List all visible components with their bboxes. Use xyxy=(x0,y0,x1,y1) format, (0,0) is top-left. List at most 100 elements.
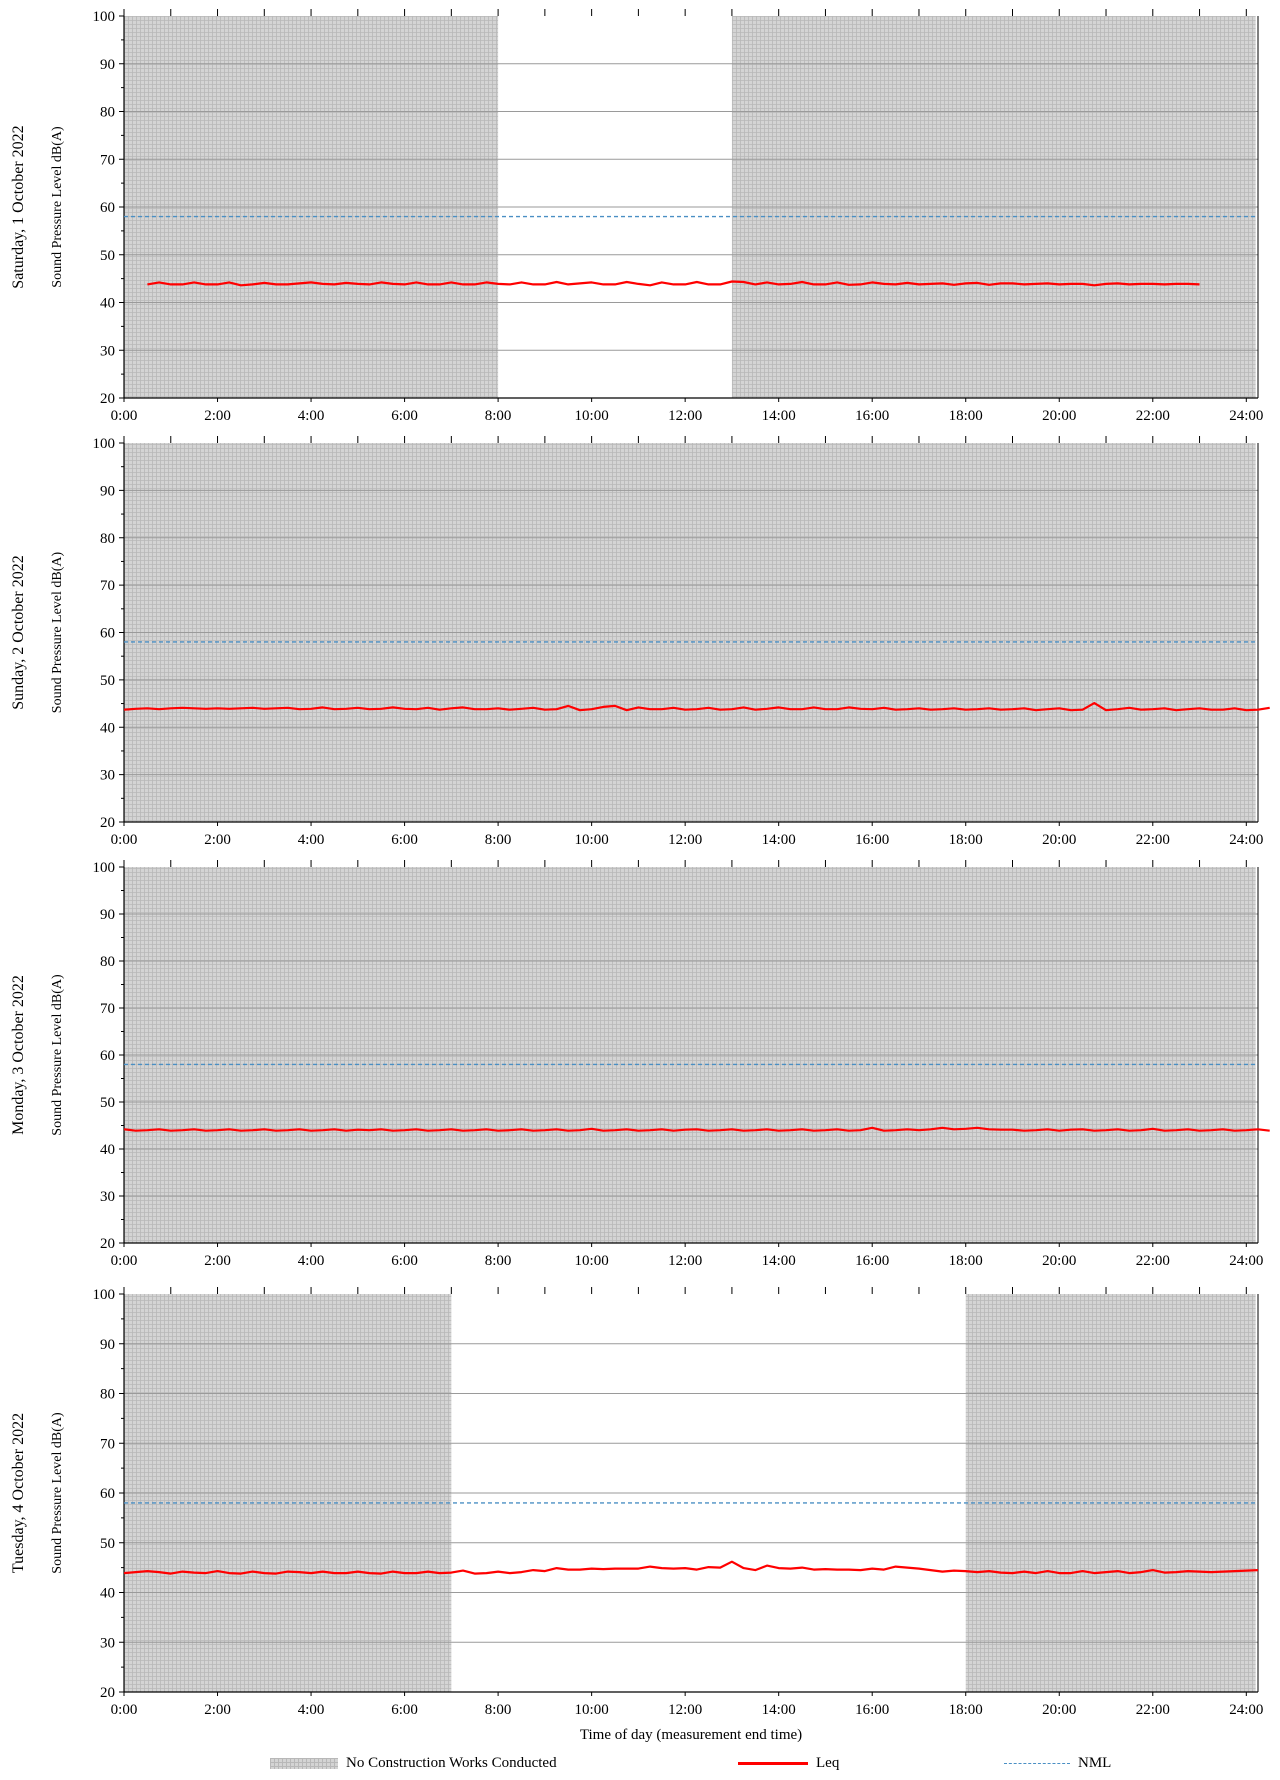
y-tick-label: 90 xyxy=(100,907,115,923)
red-line-swatch-icon xyxy=(738,1762,808,1765)
x-tick-label: 6:00 xyxy=(391,1253,418,1269)
x-tick-label: 8:00 xyxy=(485,408,512,424)
x-tick-label: 24:00 xyxy=(1229,832,1263,848)
x-tick-label: 0:00 xyxy=(111,832,138,848)
y-tick-label: 80 xyxy=(100,105,115,121)
x-tick-label: 18:00 xyxy=(949,1253,983,1269)
y-axis-title: Sound Pressure Level dB(A) xyxy=(50,126,65,288)
legend: No Construction Works Conducted Leq NML xyxy=(0,1755,1280,1779)
y-tick-label: 50 xyxy=(100,673,115,689)
y-tick-label: 30 xyxy=(100,768,115,784)
x-tick-label: 16:00 xyxy=(855,1702,889,1718)
y-tick-label: 20 xyxy=(100,391,115,407)
y-tick-label: 40 xyxy=(100,296,115,312)
y-tick-label: 20 xyxy=(100,1236,115,1252)
chart-panel-2: 20 30 40 50 60 70 80 90 100 0:00 2:00 4:00 6:00 8:00 1… xyxy=(10,436,1270,848)
x-tick-label: 14:00 xyxy=(762,1253,796,1269)
y-tick-label: 100 xyxy=(93,436,116,452)
leq-series-line xyxy=(123,1560,1259,1575)
y-tick-label: 60 xyxy=(100,1048,115,1064)
x-tick-label: 18:00 xyxy=(949,408,983,424)
legend-item-no-works: No Construction Works Conducted xyxy=(270,1755,557,1772)
y-tick-label: 70 xyxy=(100,152,115,168)
x-tick-label: 12:00 xyxy=(668,1253,702,1269)
x-tick-label: 10:00 xyxy=(575,1253,609,1269)
y-tick-label: 60 xyxy=(100,200,115,216)
x-tick-label: 20:00 xyxy=(1042,832,1076,848)
x-tick-label: 0:00 xyxy=(111,408,138,424)
x-tick-label: 24:00 xyxy=(1229,408,1263,424)
x-tick-label: 4:00 xyxy=(298,1253,325,1269)
x-tick-label: 12:00 xyxy=(668,408,702,424)
legend-item-nml: NML xyxy=(1004,1755,1111,1772)
panel-day-label: Monday, 3 October 2022 xyxy=(10,975,27,1135)
leq-series-line xyxy=(123,1126,1270,1132)
y-tick-label: 30 xyxy=(100,1635,115,1651)
panel-day-label: Tuesday, 4 October 2022 xyxy=(10,1413,27,1573)
y-axis-title: Sound Pressure Level dB(A) xyxy=(50,1412,65,1574)
x-tick-label: 12:00 xyxy=(668,1702,702,1718)
chart-panel-3: 20 30 40 50 60 70 80 90 100 0:00 2:00 4:00 6:00 8:00 1… xyxy=(10,860,1270,1269)
x-tick-label: 20:00 xyxy=(1042,1253,1076,1269)
x-tick-label: 2:00 xyxy=(204,1702,231,1718)
x-tick-label: 12:00 xyxy=(668,832,702,848)
legend-label-no-works: No Construction Works Conducted xyxy=(346,1755,557,1771)
y-tick-label: 90 xyxy=(100,483,115,499)
x-tick-label: 2:00 xyxy=(204,408,231,424)
y-tick-label: 40 xyxy=(100,1586,115,1602)
x-tick-label: 14:00 xyxy=(762,408,796,424)
x-tick-label: 6:00 xyxy=(391,408,418,424)
leq-series-line xyxy=(147,280,1200,287)
y-axis-title: Sound Pressure Level dB(A) xyxy=(50,974,65,1136)
y-tick-label: 90 xyxy=(100,1337,115,1353)
x-axis-title: Time of day (measurement end time) xyxy=(580,1727,802,1743)
x-tick-label: 18:00 xyxy=(949,832,983,848)
y-tick-label: 100 xyxy=(93,9,116,25)
x-tick-label: 10:00 xyxy=(575,832,609,848)
y-tick-label: 90 xyxy=(100,57,115,73)
x-tick-label: 20:00 xyxy=(1042,1702,1076,1718)
legend-item-leq: Leq xyxy=(738,1755,839,1772)
x-tick-label: 20:00 xyxy=(1042,408,1076,424)
x-tick-label: 22:00 xyxy=(1136,1253,1170,1269)
x-tick-label: 14:00 xyxy=(762,832,796,848)
x-tick-label: 14:00 xyxy=(762,1702,796,1718)
x-tick-label: 0:00 xyxy=(111,1253,138,1269)
x-tick-label: 6:00 xyxy=(391,1702,418,1718)
legend-label-leq: Leq xyxy=(816,1755,840,1771)
x-tick-label: 10:00 xyxy=(575,408,609,424)
y-tick-label: 100 xyxy=(93,1287,116,1303)
y-tick-label: 40 xyxy=(100,1142,115,1158)
x-tick-label: 16:00 xyxy=(855,832,889,848)
x-tick-label: 24:00 xyxy=(1229,1253,1263,1269)
y-tick-label: 60 xyxy=(100,1486,115,1502)
y-tick-label: 70 xyxy=(100,1436,115,1452)
y-tick-label: 80 xyxy=(100,1387,115,1403)
panel-day-label: Sunday, 2 October 2022 xyxy=(10,555,27,710)
x-tick-label: 4:00 xyxy=(298,1702,325,1718)
y-tick-label: 50 xyxy=(100,248,115,264)
y-tick-label: 80 xyxy=(100,954,115,970)
panel-day-label: Saturday, 1 October 2022 xyxy=(10,125,27,288)
y-tick-label: 50 xyxy=(100,1095,115,1111)
x-tick-label: 8:00 xyxy=(485,832,512,848)
x-tick-label: 18:00 xyxy=(949,1702,983,1718)
x-tick-label: 16:00 xyxy=(855,1253,889,1269)
x-tick-label: 22:00 xyxy=(1136,1702,1170,1718)
y-tick-label: 30 xyxy=(100,1189,115,1205)
y-tick-label: 60 xyxy=(100,626,115,642)
x-tick-label: 2:00 xyxy=(204,1253,231,1269)
y-tick-label: 100 xyxy=(93,860,116,876)
y-tick-label: 50 xyxy=(100,1536,115,1552)
y-tick-label: 70 xyxy=(100,578,115,594)
y-tick-label: 80 xyxy=(100,531,115,547)
chart-panel-1: 20 30 40 50 60 70 80 90 100 0:00 2:00 4:00 6:00 8:00 1… xyxy=(10,9,1263,424)
y-tick-label: 30 xyxy=(100,343,115,359)
x-tick-label: 0:00 xyxy=(111,1702,138,1718)
x-tick-label: 4:00 xyxy=(298,832,325,848)
y-tick-label: 40 xyxy=(100,720,115,736)
x-tick-label: 8:00 xyxy=(485,1253,512,1269)
y-tick-label: 20 xyxy=(100,1685,115,1701)
y-tick-label: 70 xyxy=(100,1001,115,1017)
